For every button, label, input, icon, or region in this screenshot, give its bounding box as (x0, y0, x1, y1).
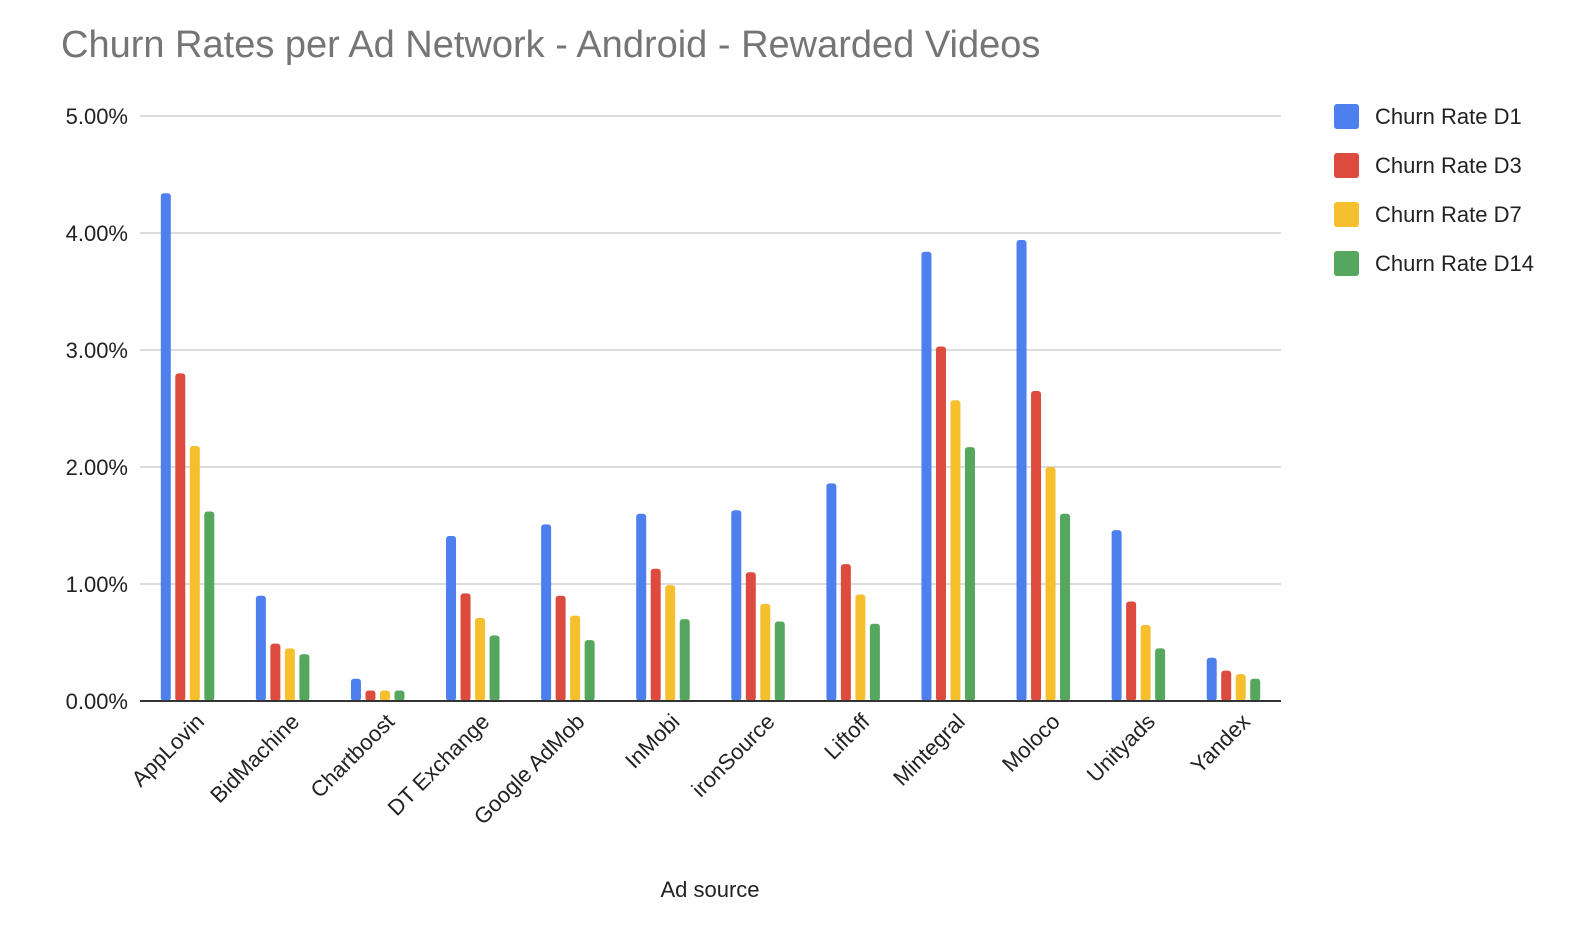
bar (460, 593, 471, 701)
x-tick-label: BidMachine (205, 709, 304, 808)
bar (950, 400, 961, 701)
bar-group (636, 513, 690, 701)
bar (175, 373, 186, 701)
bar-group (446, 536, 500, 701)
bar (964, 447, 975, 701)
y-tick-label: 4.00% (66, 221, 128, 246)
bar (1045, 467, 1056, 701)
bar (584, 640, 595, 701)
bar (489, 635, 500, 701)
bar (350, 678, 361, 701)
bar (731, 510, 742, 701)
bar (160, 193, 171, 701)
bar (1221, 670, 1232, 701)
bar-group (1111, 530, 1166, 701)
bar-group (921, 251, 975, 701)
y-tick-label: 5.00% (66, 104, 128, 129)
legend-swatch (1334, 153, 1359, 178)
x-tick-label: Unityads (1082, 709, 1160, 787)
legend-label: Churn Rate D1 (1375, 104, 1522, 129)
bars (160, 193, 1261, 701)
bar (255, 595, 266, 701)
bar-group (541, 524, 595, 701)
bar (270, 643, 281, 701)
bar (365, 690, 376, 701)
bar (921, 251, 932, 701)
bar-group (160, 193, 215, 701)
legend-label: Churn Rate D7 (1375, 202, 1522, 227)
bar (1235, 674, 1246, 701)
bar (855, 594, 866, 701)
legend-swatch (1334, 104, 1359, 129)
bar (1111, 530, 1122, 701)
y-axis-ticks: 0.00% 1.00% 2.00% 3.00% 4.00% 5.00% (66, 104, 128, 714)
bar (1155, 648, 1166, 701)
legend-item: Churn Rate D7 (1334, 202, 1522, 227)
bar (1140, 624, 1151, 701)
bar-group (1206, 657, 1261, 701)
y-tick-label: 0.00% (66, 689, 128, 714)
chart-title: Churn Rates per Ad Network - Android - R… (61, 24, 1040, 66)
legend-item: Churn Rate D14 (1334, 251, 1534, 276)
legend-item: Churn Rate D1 (1334, 104, 1522, 129)
bar-group (350, 678, 405, 701)
bar (869, 623, 880, 701)
bar (555, 595, 566, 701)
x-tick-label: Mintegral (888, 709, 970, 791)
bar (636, 513, 647, 701)
x-tick-label: ironSource (687, 709, 780, 802)
bar-group (731, 510, 785, 701)
bar (475, 617, 486, 701)
x-axis-title: Ad source (660, 877, 759, 902)
bar (379, 690, 390, 701)
legend-swatch (1334, 251, 1359, 276)
bar (299, 654, 310, 701)
bar (935, 346, 946, 701)
bar (760, 603, 771, 701)
x-tick-label: Moloco (997, 709, 1065, 777)
bar (826, 483, 837, 701)
bar (284, 648, 295, 701)
y-tick-label: 3.00% (66, 338, 128, 363)
bar (1031, 390, 1042, 701)
bar-group (826, 483, 880, 701)
bar (570, 615, 581, 701)
bar (394, 690, 405, 701)
bar (1250, 678, 1261, 701)
legend-item: Churn Rate D3 (1334, 153, 1522, 178)
x-tick-label: Liftoff (819, 708, 875, 764)
bar (446, 536, 457, 701)
bar-group (255, 595, 310, 701)
legend-swatch (1334, 202, 1359, 227)
bar (1016, 240, 1027, 701)
bar (1206, 657, 1217, 701)
legend-label: Churn Rate D3 (1375, 153, 1522, 178)
y-tick-label: 2.00% (66, 455, 128, 480)
bar (745, 572, 756, 701)
bar (840, 564, 851, 701)
bar (774, 621, 785, 701)
gridlines (140, 115, 1281, 585)
x-tick-label: InMobi (620, 709, 684, 773)
bar-group (1016, 240, 1071, 701)
legend: Churn Rate D1 Churn Rate D3 Churn Rate D7 C… (1334, 104, 1534, 276)
bar (679, 619, 690, 701)
bar (541, 524, 552, 701)
x-tick-label: Yandex (1186, 709, 1255, 778)
bar (204, 511, 215, 701)
bar (665, 585, 676, 701)
legend-label: Churn Rate D14 (1375, 251, 1534, 276)
x-tick-label: AppLovin (127, 709, 210, 792)
bar (650, 568, 661, 701)
y-tick-label: 1.00% (66, 572, 128, 597)
x-tick-label: Chartboost (305, 709, 399, 803)
bar (189, 445, 200, 701)
bar (1126, 601, 1137, 701)
bar (1060, 513, 1071, 701)
